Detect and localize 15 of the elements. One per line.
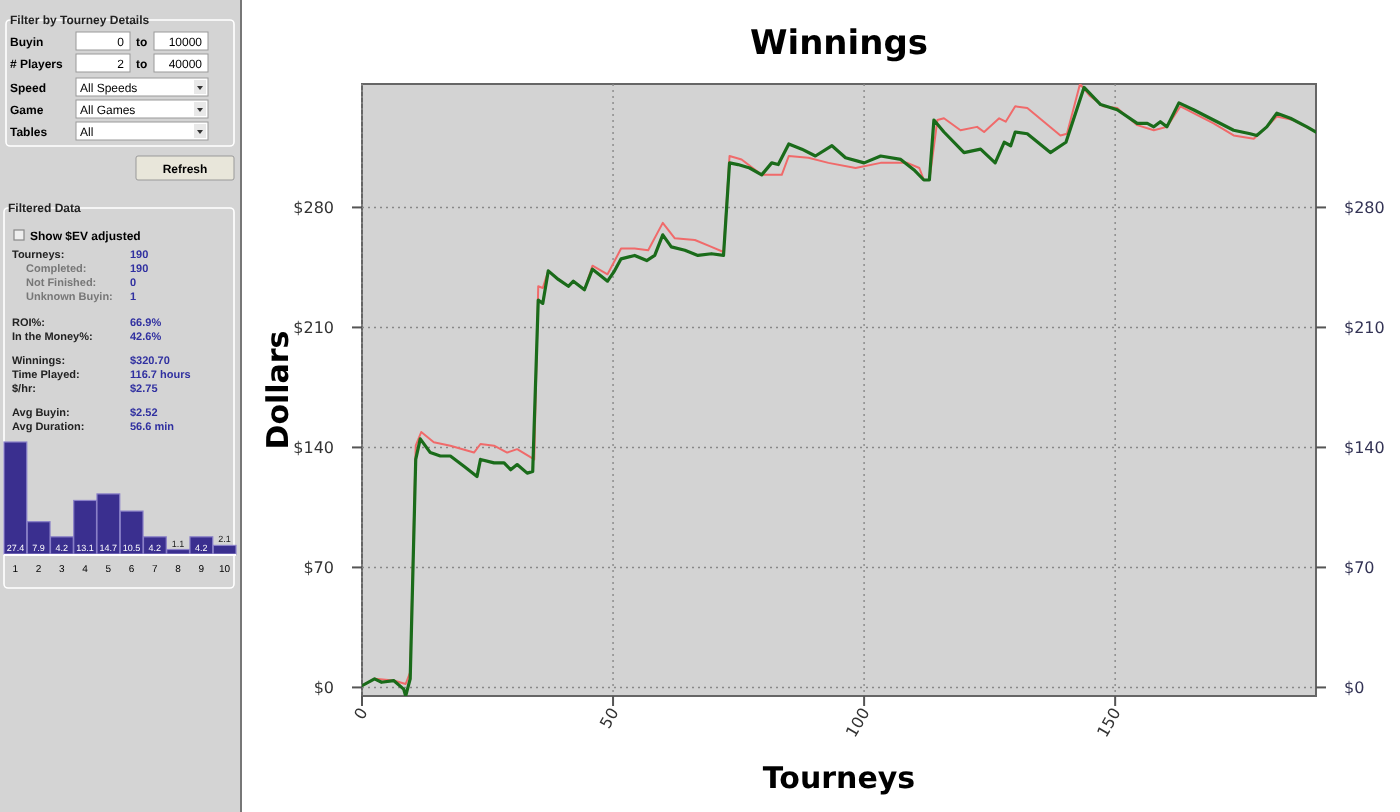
y-tick-label: $0 bbox=[313, 679, 334, 698]
x-axis-title: Tourneys bbox=[762, 760, 916, 796]
x-tick-label: 50 bbox=[596, 705, 623, 732]
y-tick-label: $280 bbox=[293, 199, 334, 218]
y2-tick-label: $210 bbox=[1344, 319, 1385, 338]
y-tick-label: $140 bbox=[293, 439, 334, 458]
y2-tick-label: $70 bbox=[1344, 559, 1375, 578]
y-tick-label: $70 bbox=[303, 559, 334, 578]
y2-tick-label: $140 bbox=[1344, 439, 1385, 458]
y-tick-label: $210 bbox=[293, 319, 334, 338]
chart-title: Winnings bbox=[749, 24, 929, 64]
y2-tick-label: $0 bbox=[1344, 679, 1365, 698]
x-tick-label: 0 bbox=[350, 705, 372, 723]
y2-tick-label: $280 bbox=[1344, 199, 1385, 218]
y-axis-title: Dollars bbox=[260, 330, 296, 450]
